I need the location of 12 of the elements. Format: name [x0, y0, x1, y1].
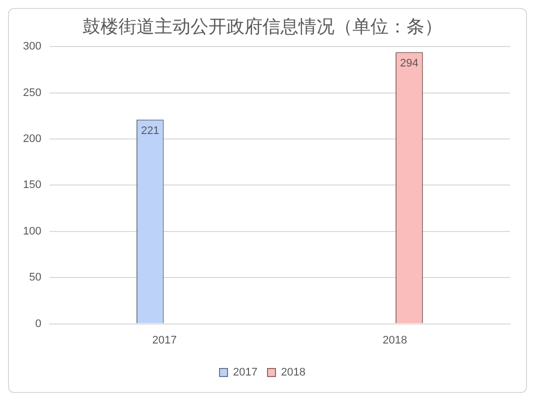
y-tick-label: 200	[22, 133, 42, 146]
data-label: 294	[400, 58, 418, 70]
y-tick-label: 0	[35, 318, 42, 330]
y-tick-label: 300	[22, 40, 42, 53]
y-tick-label: 250	[22, 86, 42, 99]
y-tick-label: 50	[29, 272, 42, 284]
y-tick-label: 150	[22, 179, 42, 192]
data-label: 221	[140, 125, 160, 138]
y-tick-label: 100	[22, 225, 42, 238]
chart-title: 鼓楼街道主动公开政府信息情况（单位：条）	[82, 16, 442, 38]
legend-label: 2018	[281, 366, 306, 379]
legend-label: 2017	[233, 366, 258, 379]
